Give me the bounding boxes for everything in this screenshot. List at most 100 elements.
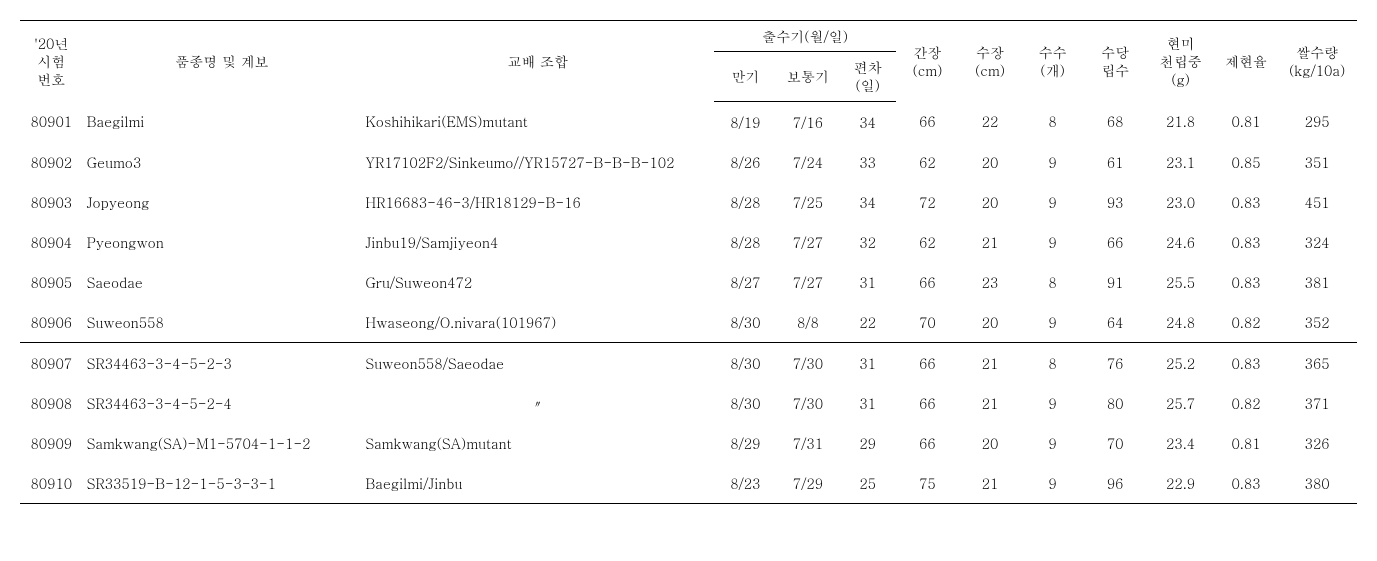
cell-grain-wt: 23.0 bbox=[1146, 182, 1214, 222]
table-row: 80905SaeodaeGru/Suweon4728/277/273166238… bbox=[20, 262, 1357, 302]
table-row: 80909Samkwang(SA)-M1-5704-1-1-2Samkwang(… bbox=[20, 423, 1357, 463]
cell-yield: 381 bbox=[1277, 262, 1357, 302]
cell-normal: 8/8 bbox=[777, 302, 840, 343]
cell-panicle: 21 bbox=[959, 222, 1022, 262]
cell-panicle-no: 9 bbox=[1021, 302, 1084, 343]
cell-panicle: 20 bbox=[959, 142, 1022, 182]
header-heading-normal: 보통기 bbox=[777, 52, 840, 101]
cell-culm: 66 bbox=[896, 383, 959, 423]
cell-late: 8/26 bbox=[714, 142, 777, 182]
cell-panicle-no: 8 bbox=[1021, 262, 1084, 302]
cell-dev: 34 bbox=[839, 182, 896, 222]
cell-normal: 7/29 bbox=[777, 463, 840, 504]
cell-spikelets: 70 bbox=[1084, 423, 1147, 463]
cell-variety: SR34463-3-4-5-2-3 bbox=[83, 342, 362, 383]
cell-late: 8/30 bbox=[714, 342, 777, 383]
cell-milling: 0.82 bbox=[1215, 302, 1278, 343]
cell-late: 8/29 bbox=[714, 423, 777, 463]
cell-yield: 380 bbox=[1277, 463, 1357, 504]
cell-normal: 7/27 bbox=[777, 222, 840, 262]
table-body: 80901BaegilmiKoshihikari(EMS)mutant8/197… bbox=[20, 101, 1357, 503]
cell-cross: Suweon558/Saeodae bbox=[361, 342, 714, 383]
table-row: 80904PyeongwonJinbu19/Samjiyeon48/287/27… bbox=[20, 222, 1357, 262]
table-header: '20년시험번호 품종명 및 계보 교배 조합 출수기(월/일) 간장(cm) … bbox=[20, 21, 1357, 102]
cell-no: 80907 bbox=[20, 342, 83, 383]
cell-milling: 0.83 bbox=[1215, 262, 1278, 302]
cell-panicle-no: 9 bbox=[1021, 423, 1084, 463]
cell-variety: Saeodae bbox=[83, 262, 362, 302]
cell-cross: YR17102F2/Sinkeumo//YR15727-B-B-B-102 bbox=[361, 142, 714, 182]
cell-grain-wt: 24.6 bbox=[1146, 222, 1214, 262]
header-trial-no: '20년시험번호 bbox=[20, 21, 83, 102]
cell-variety: Samkwang(SA)-M1-5704-1-1-2 bbox=[83, 423, 362, 463]
header-heading-dev: 편차(일) bbox=[839, 52, 896, 101]
cell-cross: 〃 bbox=[361, 383, 714, 423]
header-milling: 제현율 bbox=[1215, 21, 1278, 102]
cell-panicle-no: 9 bbox=[1021, 383, 1084, 423]
cell-culm: 75 bbox=[896, 463, 959, 504]
cell-grain-wt: 25.7 bbox=[1146, 383, 1214, 423]
header-yield: 쌀수량(kg/10a) bbox=[1277, 21, 1357, 102]
cell-dev: 29 bbox=[839, 423, 896, 463]
cell-milling: 0.82 bbox=[1215, 383, 1278, 423]
cell-milling: 0.81 bbox=[1215, 101, 1278, 142]
header-panicle: 수장(cm) bbox=[959, 21, 1022, 102]
cell-yield: 451 bbox=[1277, 182, 1357, 222]
cell-spikelets: 76 bbox=[1084, 342, 1147, 383]
cell-panicle: 23 bbox=[959, 262, 1022, 302]
cell-culm: 72 bbox=[896, 182, 959, 222]
cell-normal: 7/16 bbox=[777, 101, 840, 142]
cell-late: 8/27 bbox=[714, 262, 777, 302]
cell-panicle: 21 bbox=[959, 342, 1022, 383]
cell-yield: 371 bbox=[1277, 383, 1357, 423]
cell-panicle: 22 bbox=[959, 101, 1022, 142]
cell-normal: 7/25 bbox=[777, 182, 840, 222]
cell-spikelets: 80 bbox=[1084, 383, 1147, 423]
cell-cross: Gru/Suweon472 bbox=[361, 262, 714, 302]
header-cross: 교배 조합 bbox=[361, 21, 714, 102]
cell-variety: Baegilmi bbox=[83, 101, 362, 142]
cell-variety: SR33519-B-12-1-5-3-3-1 bbox=[83, 463, 362, 504]
cell-yield: 352 bbox=[1277, 302, 1357, 343]
cell-cross: Baegilmi/Jinbu bbox=[361, 463, 714, 504]
table-row: 80910SR33519-B-12-1-5-3-3-1Baegilmi/Jinb… bbox=[20, 463, 1357, 504]
cell-culm: 66 bbox=[896, 262, 959, 302]
cell-late: 8/19 bbox=[714, 101, 777, 142]
cell-dev: 34 bbox=[839, 101, 896, 142]
cell-dev: 31 bbox=[839, 342, 896, 383]
header-heading-group: 출수기(월/일) bbox=[714, 21, 896, 52]
cell-grain-wt: 23.4 bbox=[1146, 423, 1214, 463]
cell-culm: 66 bbox=[896, 101, 959, 142]
cell-grain-wt: 25.5 bbox=[1146, 262, 1214, 302]
cell-no: 80904 bbox=[20, 222, 83, 262]
cell-panicle-no: 9 bbox=[1021, 222, 1084, 262]
cell-late: 8/30 bbox=[714, 302, 777, 343]
table-row: 80906Suweon558Hwaseong/O.nivara(101967)8… bbox=[20, 302, 1357, 343]
cell-late: 8/28 bbox=[714, 182, 777, 222]
cell-milling: 0.85 bbox=[1215, 142, 1278, 182]
cell-panicle-no: 8 bbox=[1021, 342, 1084, 383]
cell-milling: 0.83 bbox=[1215, 463, 1278, 504]
cell-cross: HR16683-46-3/HR18129-B-16 bbox=[361, 182, 714, 222]
table-row: 80907SR34463-3-4-5-2-3Suweon558/Saeodae8… bbox=[20, 342, 1357, 383]
cell-panicle-no: 9 bbox=[1021, 463, 1084, 504]
cell-dev: 32 bbox=[839, 222, 896, 262]
cell-normal: 7/24 bbox=[777, 142, 840, 182]
table-row: 80903JopyeongHR16683-46-3/HR18129-B-168/… bbox=[20, 182, 1357, 222]
cell-grain-wt: 24.8 bbox=[1146, 302, 1214, 343]
cell-dev: 31 bbox=[839, 383, 896, 423]
header-variety: 품종명 및 계보 bbox=[83, 21, 362, 102]
cell-no: 80903 bbox=[20, 182, 83, 222]
header-culm: 간장(cm) bbox=[896, 21, 959, 102]
cell-culm: 62 bbox=[896, 222, 959, 262]
cell-no: 80902 bbox=[20, 142, 83, 182]
cell-grain-wt: 23.1 bbox=[1146, 142, 1214, 182]
cell-panicle: 20 bbox=[959, 302, 1022, 343]
cell-variety: Pyeongwon bbox=[83, 222, 362, 262]
header-spikelets: 수당립수 bbox=[1084, 21, 1147, 102]
cell-milling: 0.83 bbox=[1215, 182, 1278, 222]
cell-variety: Suweon558 bbox=[83, 302, 362, 343]
cell-normal: 7/30 bbox=[777, 342, 840, 383]
cell-dev: 22 bbox=[839, 302, 896, 343]
table-row: 80901BaegilmiKoshihikari(EMS)mutant8/197… bbox=[20, 101, 1357, 142]
